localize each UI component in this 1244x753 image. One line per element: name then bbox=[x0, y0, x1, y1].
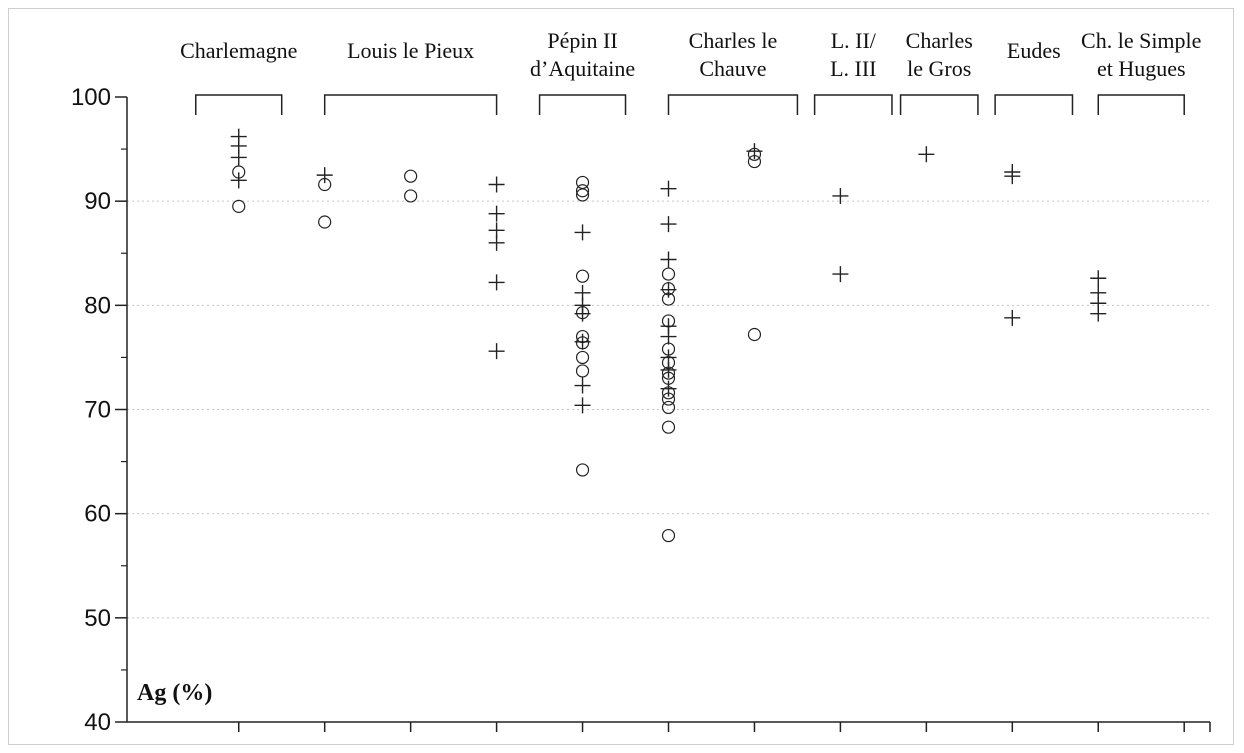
group-label: L. III bbox=[830, 56, 876, 81]
circle-point bbox=[747, 147, 762, 161]
group-label: Charles bbox=[906, 28, 973, 53]
group-label: Charlemagne bbox=[180, 38, 297, 63]
group-bracket bbox=[813, 94, 893, 115]
circle-point bbox=[575, 463, 590, 477]
cross-point bbox=[230, 149, 247, 166]
cross-point bbox=[488, 234, 505, 251]
circle-point bbox=[575, 364, 590, 378]
figure-frame bbox=[8, 8, 1234, 745]
group-label: d’Aquitaine bbox=[530, 56, 635, 81]
circle-point bbox=[661, 282, 676, 296]
group-bracket bbox=[994, 94, 1074, 115]
group-label: Louis le Pieux bbox=[347, 38, 474, 63]
circle-point bbox=[661, 420, 676, 434]
cross-point bbox=[1004, 168, 1021, 185]
circle-point bbox=[661, 386, 676, 400]
group-label: et Hugues bbox=[1097, 56, 1186, 81]
group-label: Pépin II bbox=[547, 28, 617, 53]
group-label: L. II/ bbox=[831, 28, 877, 53]
circle-point bbox=[575, 329, 590, 344]
cross-point bbox=[574, 397, 591, 414]
circle-point bbox=[232, 165, 246, 179]
cross-point bbox=[660, 251, 677, 268]
group-bracket bbox=[667, 94, 799, 115]
cross-point bbox=[488, 176, 505, 193]
circle-point bbox=[318, 215, 332, 229]
circle-point bbox=[661, 356, 676, 370]
y-tick-label: 90 bbox=[84, 188, 111, 215]
y-tick-label: 70 bbox=[84, 397, 111, 424]
group-bracket bbox=[323, 94, 498, 115]
circle-point bbox=[661, 342, 676, 356]
y-tick-label: 50 bbox=[84, 605, 111, 632]
circle-point bbox=[661, 314, 676, 328]
cross-point bbox=[660, 380, 677, 397]
y-tick-label: 80 bbox=[84, 292, 111, 319]
circle-point bbox=[661, 366, 676, 380]
y-tick-label: 60 bbox=[84, 501, 111, 528]
circle-point bbox=[575, 269, 590, 283]
cross-point bbox=[832, 187, 849, 204]
group-bracket bbox=[195, 94, 283, 115]
group-bracket bbox=[1097, 94, 1185, 115]
group-label: Charles le bbox=[689, 28, 778, 53]
group-label: le Gros bbox=[907, 56, 971, 81]
axes: 40 50 60 70 80 90 100 bbox=[71, 84, 1211, 736]
circle-point bbox=[404, 169, 418, 183]
cross-point bbox=[488, 343, 505, 360]
group-label: Eudes bbox=[1007, 38, 1061, 63]
group-bracket bbox=[538, 94, 627, 115]
group-bracket bbox=[899, 94, 979, 115]
circle-point bbox=[575, 184, 590, 198]
data-points bbox=[230, 128, 1107, 543]
circle-point bbox=[404, 189, 418, 203]
cross-point bbox=[660, 328, 677, 345]
cross-point bbox=[488, 274, 505, 291]
y-tick-label: 100 bbox=[71, 84, 111, 111]
cross-point bbox=[832, 266, 849, 283]
circle-point bbox=[318, 177, 332, 192]
circle-point bbox=[661, 392, 676, 406]
ruler-groups: Charlemagne Louis le Pieux Pépin II d’Aquit… bbox=[180, 28, 1201, 115]
cross-point bbox=[1090, 305, 1107, 322]
cross-point bbox=[488, 205, 505, 222]
circle-point bbox=[575, 188, 590, 202]
circle-point bbox=[575, 336, 590, 350]
circle-point bbox=[747, 154, 762, 169]
group-label: Chauve bbox=[699, 56, 766, 81]
circle-point bbox=[661, 528, 676, 543]
cross-point bbox=[230, 172, 247, 189]
group-label: Ch. le Simple bbox=[1081, 28, 1201, 53]
y-axis-title: Ag (%) bbox=[137, 680, 212, 706]
cross-point bbox=[660, 216, 677, 233]
circle-point bbox=[661, 292, 676, 306]
circle-point bbox=[232, 199, 246, 213]
cross-point bbox=[660, 180, 677, 197]
circle-point bbox=[747, 327, 762, 342]
cross-point bbox=[574, 377, 591, 394]
cross-point bbox=[574, 224, 591, 241]
circle-point bbox=[575, 306, 590, 320]
circle-point bbox=[661, 267, 676, 281]
y-tick-label: 40 bbox=[84, 709, 111, 736]
cross-point bbox=[918, 146, 935, 163]
circle-point bbox=[575, 350, 590, 365]
circle-point bbox=[661, 371, 676, 385]
cross-point bbox=[1090, 270, 1107, 287]
circle-point bbox=[661, 400, 676, 415]
cross-point bbox=[1004, 309, 1021, 326]
cross-point bbox=[316, 167, 333, 184]
